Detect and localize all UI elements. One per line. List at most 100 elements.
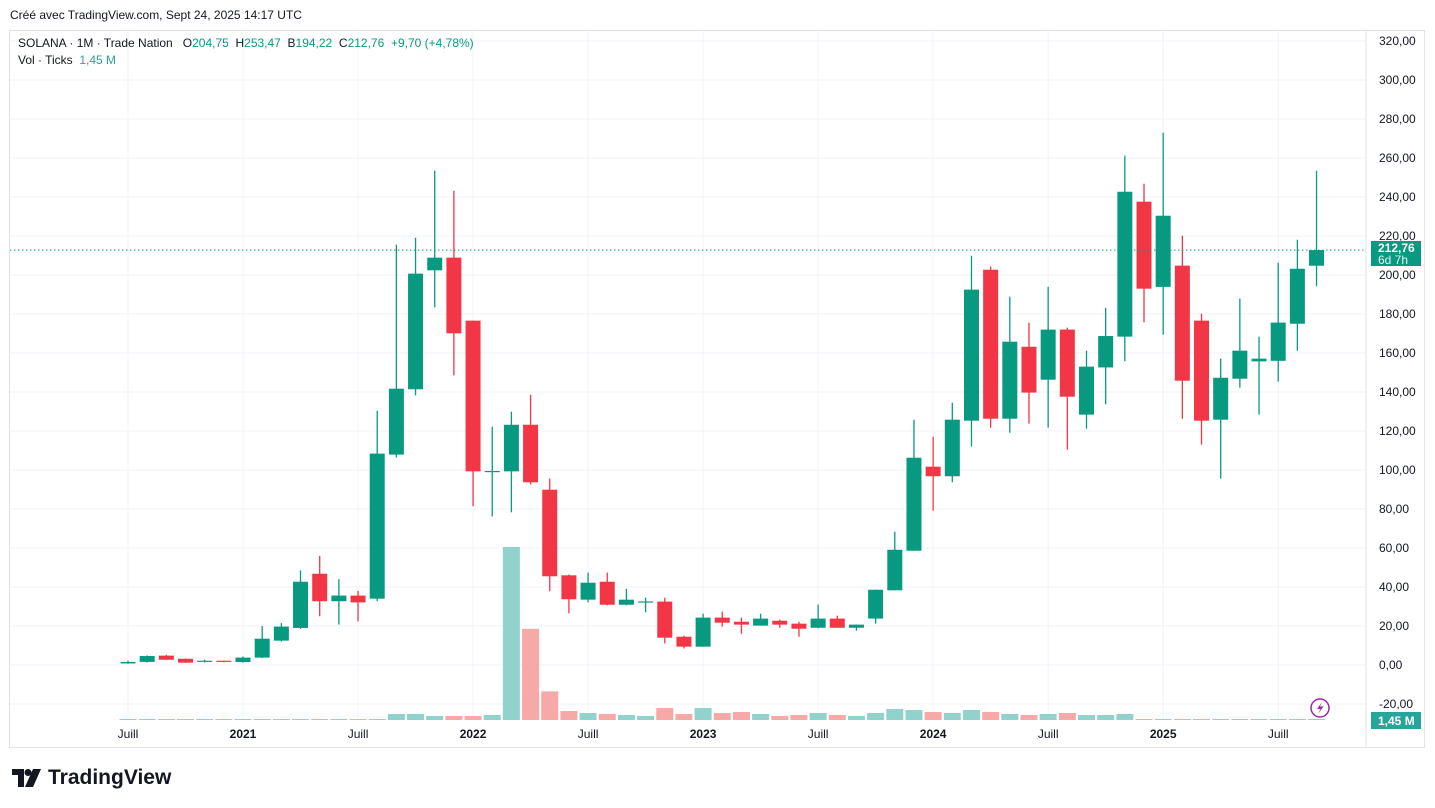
candle[interactable] (657, 597, 673, 644)
candle[interactable] (293, 570, 309, 629)
volume-bar (924, 712, 942, 720)
volume-bar (656, 708, 674, 720)
chart-legend: SOLANA · 1M · Trade Nation O204,75 H253,… (18, 35, 474, 69)
legend-volume-label[interactable]: Vol · Ticks (18, 53, 73, 67)
y-tick-label: 0,00 (1379, 658, 1403, 672)
candle[interactable] (983, 266, 999, 428)
candle-body (1213, 377, 1229, 420)
candle[interactable] (465, 320, 481, 507)
volume-bar (483, 715, 501, 720)
candle[interactable] (350, 590, 366, 622)
candle[interactable] (1213, 358, 1229, 479)
candle[interactable] (273, 623, 289, 642)
tradingview-logo-text: TradingView (48, 766, 172, 789)
volume-bar (196, 719, 214, 720)
candle[interactable] (1136, 183, 1152, 323)
y-tick-label: 180,00 (1379, 307, 1416, 321)
legend-symbol[interactable]: SOLANA · 1M · Trade Nation (18, 36, 173, 50)
candle[interactable] (312, 555, 328, 617)
volume-bar (1288, 719, 1306, 720)
candle[interactable] (753, 613, 769, 626)
candle-body (618, 599, 634, 605)
lightning-icon[interactable] (1310, 698, 1330, 718)
candle-body (772, 620, 788, 625)
candle[interactable] (1289, 239, 1305, 351)
candle[interactable] (523, 394, 539, 485)
tradingview-logo[interactable]: TradingView (12, 766, 171, 790)
candle[interactable] (963, 255, 979, 447)
candle-body (829, 618, 845, 628)
legend-volume-row: Vol · Ticks 1,45 M (18, 52, 474, 69)
candle-body (695, 617, 711, 647)
volume-bar (407, 714, 425, 720)
candle[interactable] (714, 611, 730, 627)
candle[interactable] (599, 572, 615, 606)
candle[interactable] (733, 617, 749, 634)
legend-volume: 1,45 M (79, 53, 117, 67)
candle[interactable] (120, 660, 136, 664)
candle[interactable] (925, 436, 941, 511)
candle-body (503, 424, 519, 472)
volume-bar (330, 719, 348, 720)
candle[interactable] (446, 190, 462, 376)
candle-body (465, 320, 481, 472)
candle-body (408, 273, 424, 390)
candle[interactable] (369, 410, 385, 602)
candle[interactable] (1174, 235, 1190, 419)
volume-bar (1078, 715, 1095, 720)
candle[interactable] (580, 572, 596, 603)
candle[interactable] (158, 654, 174, 660)
candle[interactable] (1194, 313, 1210, 445)
candle[interactable] (254, 626, 270, 659)
candle[interactable] (1117, 155, 1133, 362)
volume-bar (215, 719, 233, 720)
candle[interactable] (791, 621, 807, 637)
candle[interactable] (1021, 322, 1037, 424)
candle[interactable] (1002, 296, 1018, 433)
candle[interactable] (1098, 307, 1114, 405)
candle[interactable] (235, 656, 251, 663)
candle[interactable] (772, 619, 788, 628)
candle[interactable] (484, 426, 500, 517)
candle[interactable] (561, 574, 577, 614)
candle[interactable] (331, 579, 347, 625)
candle[interactable] (216, 660, 232, 663)
candle[interactable] (1040, 286, 1056, 428)
volume-bar (809, 713, 827, 720)
candle[interactable] (1270, 262, 1286, 382)
price-badge-countdown: 6d 7h (1378, 253, 1408, 267)
candle[interactable] (944, 402, 960, 483)
candle-body (178, 658, 194, 663)
candle-body (273, 626, 289, 641)
candle[interactable] (1309, 170, 1325, 287)
candle[interactable] (388, 244, 404, 458)
candle[interactable] (1251, 336, 1267, 415)
candle[interactable] (1155, 132, 1171, 335)
candle[interactable] (503, 411, 519, 513)
candle[interactable] (427, 170, 443, 308)
candle[interactable] (408, 237, 424, 396)
candle[interactable] (676, 635, 692, 649)
candle[interactable] (829, 615, 845, 628)
candle[interactable] (178, 658, 194, 663)
candle[interactable] (1079, 350, 1094, 429)
candle[interactable] (868, 589, 884, 624)
volume-bar (1173, 719, 1191, 720)
candle[interactable] (638, 597, 654, 613)
candle[interactable] (848, 624, 864, 631)
candle[interactable] (542, 478, 558, 592)
candle[interactable] (1232, 298, 1248, 388)
candle[interactable] (197, 659, 213, 663)
y-tick-label: 200,00 (1379, 268, 1416, 282)
candle[interactable] (1059, 327, 1075, 450)
candle[interactable] (695, 613, 711, 647)
candle[interactable] (618, 588, 634, 606)
candle[interactable] (906, 419, 922, 551)
candle[interactable] (810, 604, 826, 629)
candle[interactable] (139, 655, 155, 663)
candle[interactable] (887, 531, 903, 591)
volume-bar (1039, 714, 1057, 720)
candle-body (1174, 265, 1190, 381)
volume-bar (675, 714, 693, 720)
